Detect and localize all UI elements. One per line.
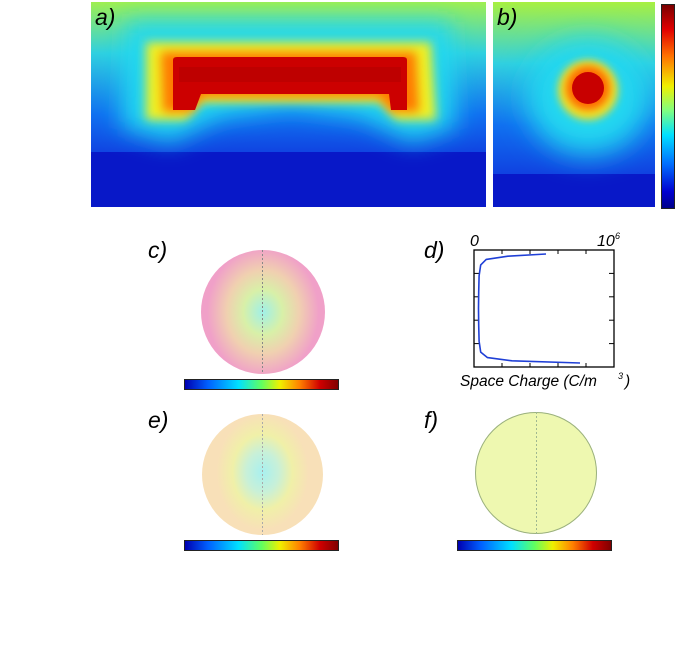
- x-tick-label-10: 10: [597, 233, 615, 250]
- space-charge-plot-area: 0 10 6 Space Charge (C/m 3): [460, 231, 630, 390]
- panel-f-center-line: [536, 412, 537, 534]
- panel-a-field-image: [91, 2, 486, 207]
- x-tick-label-0: 0: [470, 233, 479, 250]
- panel-b-field-image: [493, 2, 655, 207]
- panel-e-disk: [202, 414, 323, 535]
- panel-c-center-line: [262, 250, 263, 374]
- panel-b-heatmap: b): [493, 2, 655, 207]
- panel-b-label: b): [497, 4, 518, 30]
- panel-c-label: c): [148, 237, 168, 263]
- vertical-colorbar: [661, 4, 675, 209]
- panel-a-label: a): [95, 4, 116, 30]
- panel-f-label: f): [424, 407, 439, 433]
- panel-e-label: e): [148, 407, 169, 433]
- panel-f-colorbar: [457, 540, 612, 551]
- x-axis-label-superscript: 3: [618, 371, 623, 381]
- panel-c-colorbar: [184, 379, 339, 390]
- space-charge-chart: 0 10 6 Space Charge (C/m 3): [460, 231, 630, 390]
- x-axis-label-suffix: ): [623, 373, 630, 390]
- x-tick-label-exponent: 6: [615, 231, 620, 241]
- x-axis-label: Space Charge (C/m: [460, 373, 597, 390]
- panel-d-label: d): [424, 237, 445, 263]
- panel-f-disk: [475, 412, 597, 534]
- plot-frame: [473, 249, 615, 368]
- space-charge-curve: [477, 253, 581, 364]
- panel-a-heatmap: a): [91, 2, 486, 207]
- panel-e-colorbar: [184, 540, 339, 551]
- panel-c-disk: [201, 250, 325, 374]
- panel-e-center-line: [262, 414, 263, 535]
